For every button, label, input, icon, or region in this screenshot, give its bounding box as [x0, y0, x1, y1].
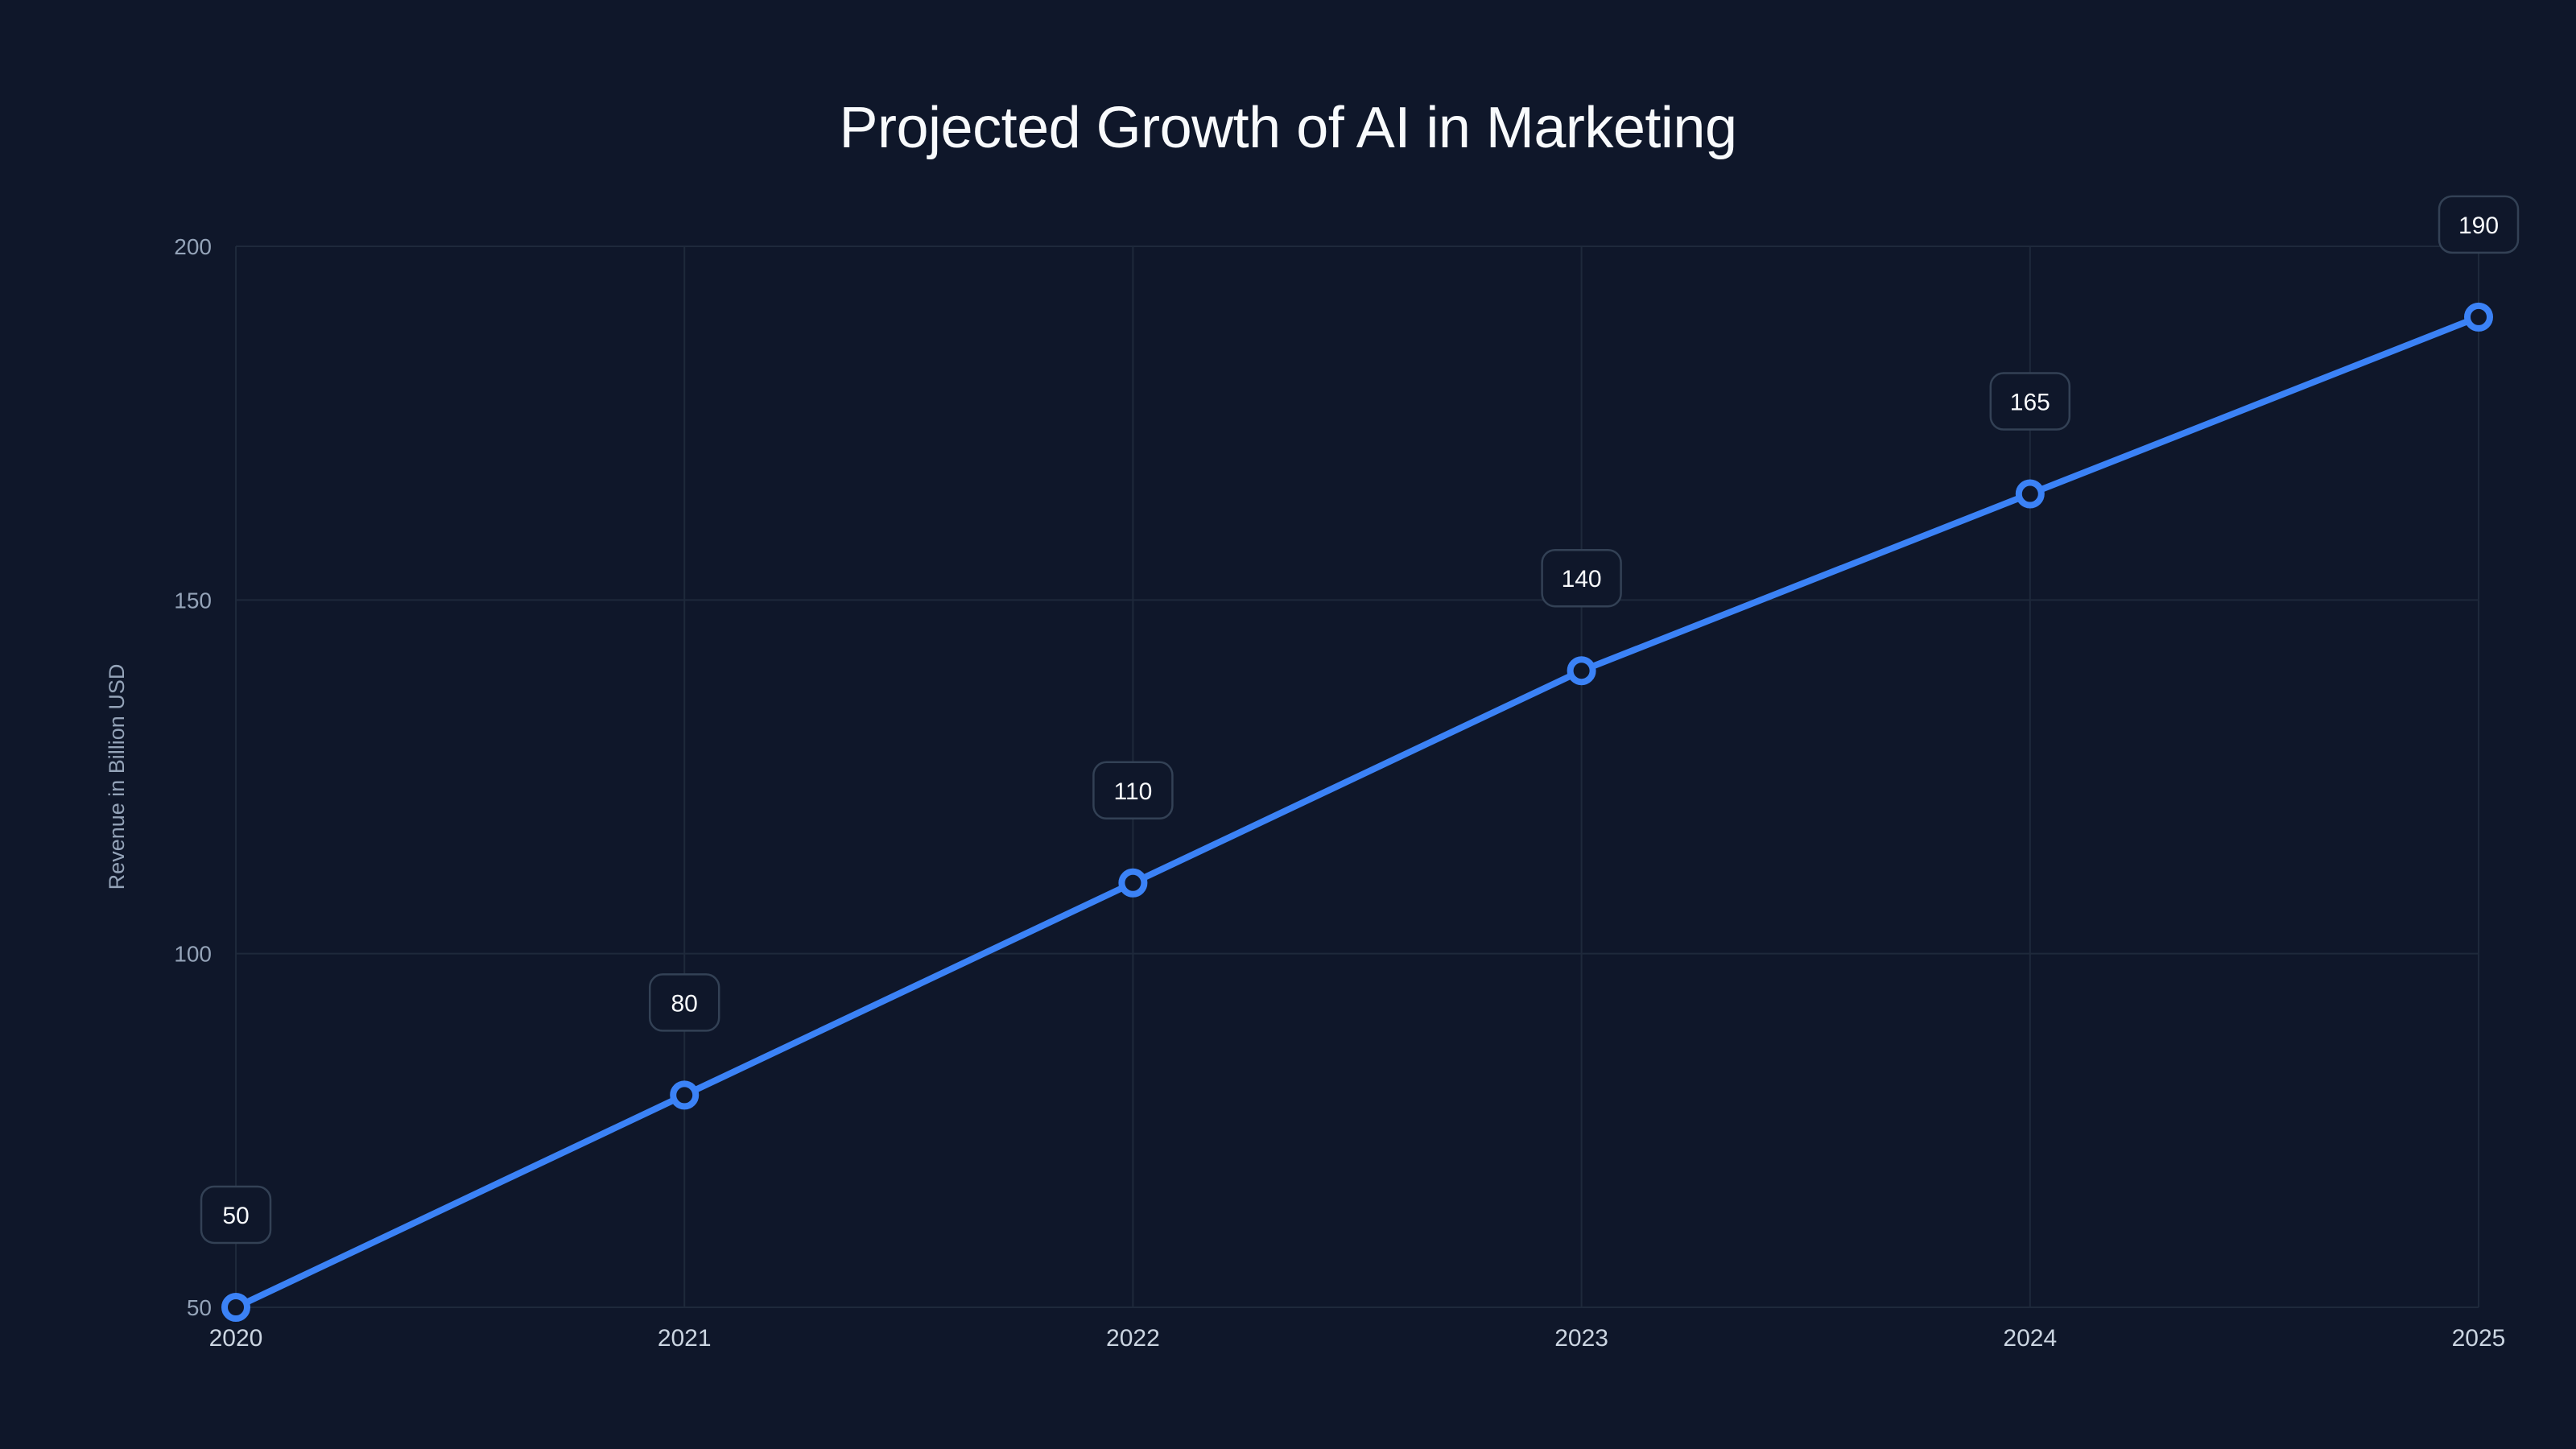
x-tick-label: 2025 — [2452, 1325, 2506, 1352]
x-axis: 2020 2021 2022 2023 2024 2025 — [209, 1325, 2506, 1352]
data-label-box — [1092, 761, 1174, 820]
y-tick-label: 200 — [174, 234, 212, 259]
data-point-marker[interactable] — [670, 1080, 700, 1110]
data-point-marker[interactable] — [2015, 479, 2045, 509]
data-label: 165 — [1989, 372, 2071, 431]
data-label-box — [648, 973, 720, 1032]
y-axis: 50 100 150 200 — [174, 234, 212, 1320]
data-label: 80 — [648, 973, 720, 1032]
data-label: 140 — [1541, 548, 1622, 608]
data-label-value: 165 — [2010, 390, 2050, 416]
data-points — [221, 302, 2493, 1322]
data-label-box — [1541, 548, 1622, 608]
data-label-value: 80 — [671, 990, 698, 1017]
data-label-box — [1989, 372, 2071, 431]
data-label: 110 — [1092, 761, 1174, 820]
data-label-value: 140 — [1562, 566, 1602, 592]
data-label-value: 110 — [1113, 778, 1152, 805]
data-labels: 50 80 110 140 165 190 — [200, 195, 2520, 1245]
y-tick-label: 100 — [174, 942, 212, 967]
y-axis-label: Revenue in Billion USD — [105, 664, 129, 890]
x-tick-label: 2020 — [209, 1325, 263, 1352]
data-point-marker[interactable] — [221, 1293, 250, 1322]
x-tick-label: 2022 — [1106, 1325, 1160, 1352]
data-point-marker[interactable] — [2464, 302, 2493, 332]
y-tick-label: 50 — [187, 1295, 212, 1320]
revenue-line — [233, 313, 2482, 1311]
data-label-value: 50 — [222, 1203, 249, 1229]
x-tick-label: 2024 — [2003, 1325, 2057, 1352]
y-tick-label: 150 — [174, 588, 212, 613]
data-label-value: 190 — [2458, 213, 2499, 239]
data-label: 50 — [200, 1185, 272, 1245]
data-point-marker[interactable] — [1118, 868, 1148, 898]
x-tick-label: 2023 — [1554, 1325, 1608, 1352]
x-tick-label: 2021 — [658, 1325, 712, 1352]
chart-title: Projected Growth of AI in Marketing — [839, 96, 1737, 160]
data-label: 190 — [2438, 195, 2520, 254]
data-label-box — [200, 1185, 272, 1245]
data-point-marker[interactable] — [1567, 656, 1596, 686]
data-label-box — [2438, 195, 2520, 254]
